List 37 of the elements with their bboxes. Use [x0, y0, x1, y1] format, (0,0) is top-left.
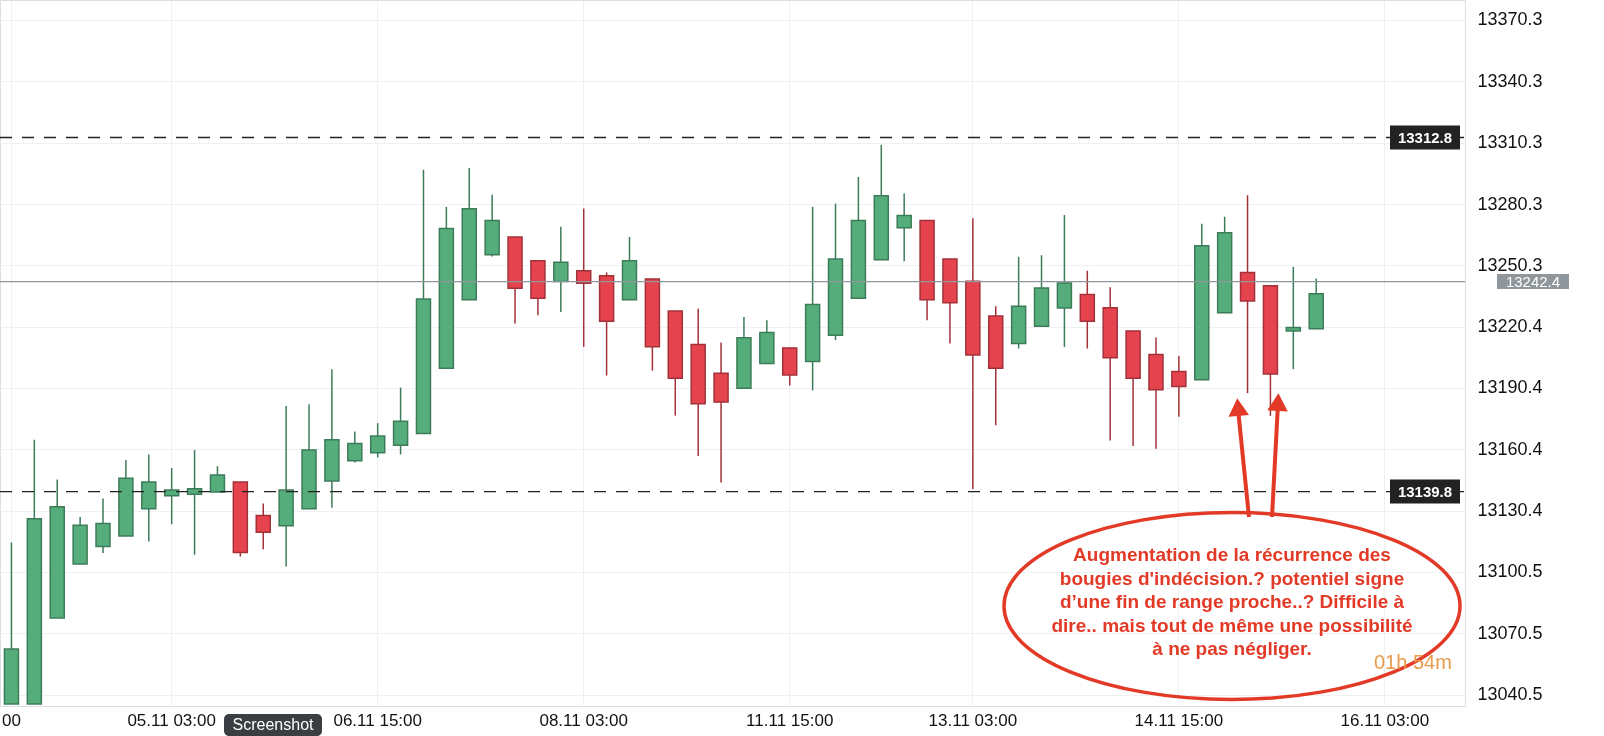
- ref-line-label: 13242.4: [1505, 272, 1561, 290]
- text: Screenshot: [232, 716, 315, 733]
- x-tick-label: 13.11 03:00: [928, 710, 1018, 730]
- x-tick-label: 08.11 03:00: [539, 710, 628, 730]
- y-tick-label: 13340.3: [1477, 70, 1543, 91]
- candlestick: [896, 192, 912, 263]
- y-tick-label: 13310.3: [1477, 132, 1543, 153]
- y-tick-label: 13100.5: [1477, 561, 1543, 582]
- x-tick-label: 06.11 15:00: [333, 710, 422, 730]
- y-tick-label: 13130.4: [1477, 500, 1543, 521]
- x-tick-label: 11.11 15:00: [746, 710, 834, 730]
- candlestick: [392, 386, 409, 456]
- candlestick: [575, 207, 592, 348]
- x-tick-label: 16.11 03:00: [1340, 710, 1430, 730]
- ref-line-label: 13139.8: [1397, 482, 1453, 500]
- candlestick: [1171, 355, 1187, 418]
- x-tick-label: 05.11 03:00: [127, 710, 216, 730]
- y-tick-label: 13160.4: [1477, 438, 1543, 459]
- candlestick: [209, 465, 226, 493]
- x-tick-label: 00: [1, 710, 21, 730]
- ref-line-label: 13312.8: [1397, 128, 1453, 146]
- candlestick: [1285, 266, 1302, 370]
- candlestick: [95, 497, 111, 554]
- candlestick: [163, 467, 180, 526]
- y-tick-label: 13040.5: [1477, 684, 1543, 705]
- candlestick: [369, 422, 386, 459]
- candlestick: [186, 449, 203, 556]
- y-tick-label: 13220.4: [1477, 316, 1543, 337]
- y-tick-label: 13250.3: [1477, 254, 1543, 275]
- y-tick-label: 13280.3: [1477, 193, 1543, 214]
- candlestick: [553, 225, 569, 313]
- y-tick-label: 13070.5: [1477, 622, 1543, 643]
- candlestick: [347, 430, 363, 464]
- candlestick: [255, 502, 271, 550]
- x-tick-label: 14.11 15:00: [1134, 710, 1224, 730]
- y-tick-label: 13370.3: [1477, 9, 1543, 30]
- y-tick-label: 13190.4: [1477, 377, 1543, 398]
